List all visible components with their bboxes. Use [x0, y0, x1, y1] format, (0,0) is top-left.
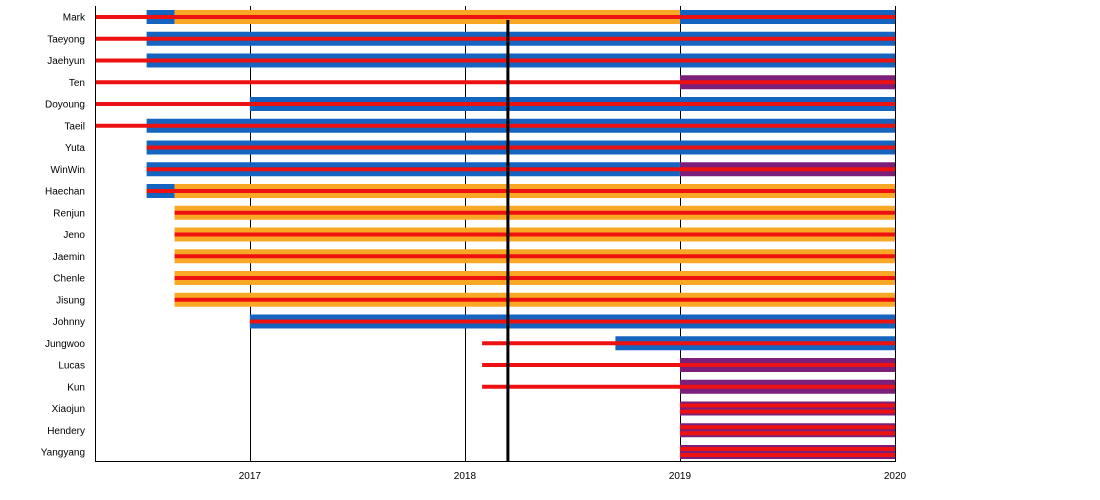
line-xiaojun-1: [679, 409, 895, 414]
line-yangyang-1: [679, 453, 895, 457]
member-label-ten: Ten: [69, 78, 85, 89]
member-label-taeil: Taeil: [64, 121, 85, 132]
member-label-jaemin: Jaemin: [53, 252, 85, 263]
line-kun-0: [482, 384, 895, 389]
line-taeil-0: [95, 123, 895, 128]
member-label-yuta: Yuta: [65, 143, 85, 154]
member-label-jisung: Jisung: [56, 295, 85, 306]
member-label-jeno: Jeno: [63, 230, 85, 241]
line-jaemin-0: [174, 254, 895, 259]
line-jaehyun-0: [95, 58, 895, 63]
line-haechan-0: [146, 189, 895, 193]
line-winwin-0: [146, 167, 895, 172]
member-label-haechan: Haechan: [45, 187, 85, 198]
line-taeyong-0: [95, 36, 895, 41]
line-yuta-0: [146, 145, 895, 150]
member-label-jungwoo: Jungwoo: [45, 339, 85, 350]
lines-layer: [95, 15, 895, 457]
line-jisung-0: [174, 297, 895, 302]
member-label-mark: Mark: [63, 13, 86, 24]
line-chenle-0: [174, 276, 895, 280]
line-ten-0: [95, 80, 895, 85]
member-label-yangyang: Yangyang: [41, 448, 85, 459]
axis-layer: [95, 6, 896, 462]
member-label-hendery: Hendery: [47, 426, 85, 437]
tick-label-2018: 2018: [454, 471, 477, 482]
line-hendery-1: [679, 431, 895, 436]
member-label-lucas: Lucas: [58, 361, 85, 372]
member-label-kun: Kun: [67, 382, 85, 393]
line-renjun-0: [174, 210, 895, 215]
labels-layer: Mark Taeyong Jaehyun Ten Doyoung Taeil Yuta Win…: [41, 13, 907, 483]
member-label-johnny: Johnny: [53, 317, 85, 328]
member-label-doyoung: Doyoung: [45, 100, 85, 111]
line-xiaojun-0: [679, 403, 895, 408]
line-johnny-0: [249, 319, 895, 324]
member-label-jaehyun: Jaehyun: [47, 56, 85, 67]
line-jungwoo-0: [482, 341, 895, 346]
member-label-xiaojun: Xiaojun: [52, 404, 85, 415]
member-label-winwin: WinWin: [51, 165, 85, 176]
tick-label-2017: 2017: [239, 471, 262, 482]
tick-label-2019: 2019: [669, 471, 692, 482]
tick-label-2020: 2020: [884, 471, 907, 482]
member-label-chenle: Chenle: [53, 274, 85, 285]
member-label-renjun: Renjun: [53, 208, 85, 219]
line-lucas-0: [482, 363, 895, 367]
line-jeno-0: [174, 232, 895, 237]
line-hendery-0: [679, 425, 895, 430]
line-mark-0: [95, 15, 895, 19]
line-doyoung-0: [95, 102, 895, 106]
member-label-taeyong: Taeyong: [47, 34, 85, 45]
line-yangyang-0: [679, 447, 895, 451]
